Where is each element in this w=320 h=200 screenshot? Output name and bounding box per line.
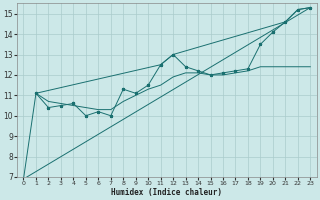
X-axis label: Humidex (Indice chaleur): Humidex (Indice chaleur) (111, 188, 222, 197)
